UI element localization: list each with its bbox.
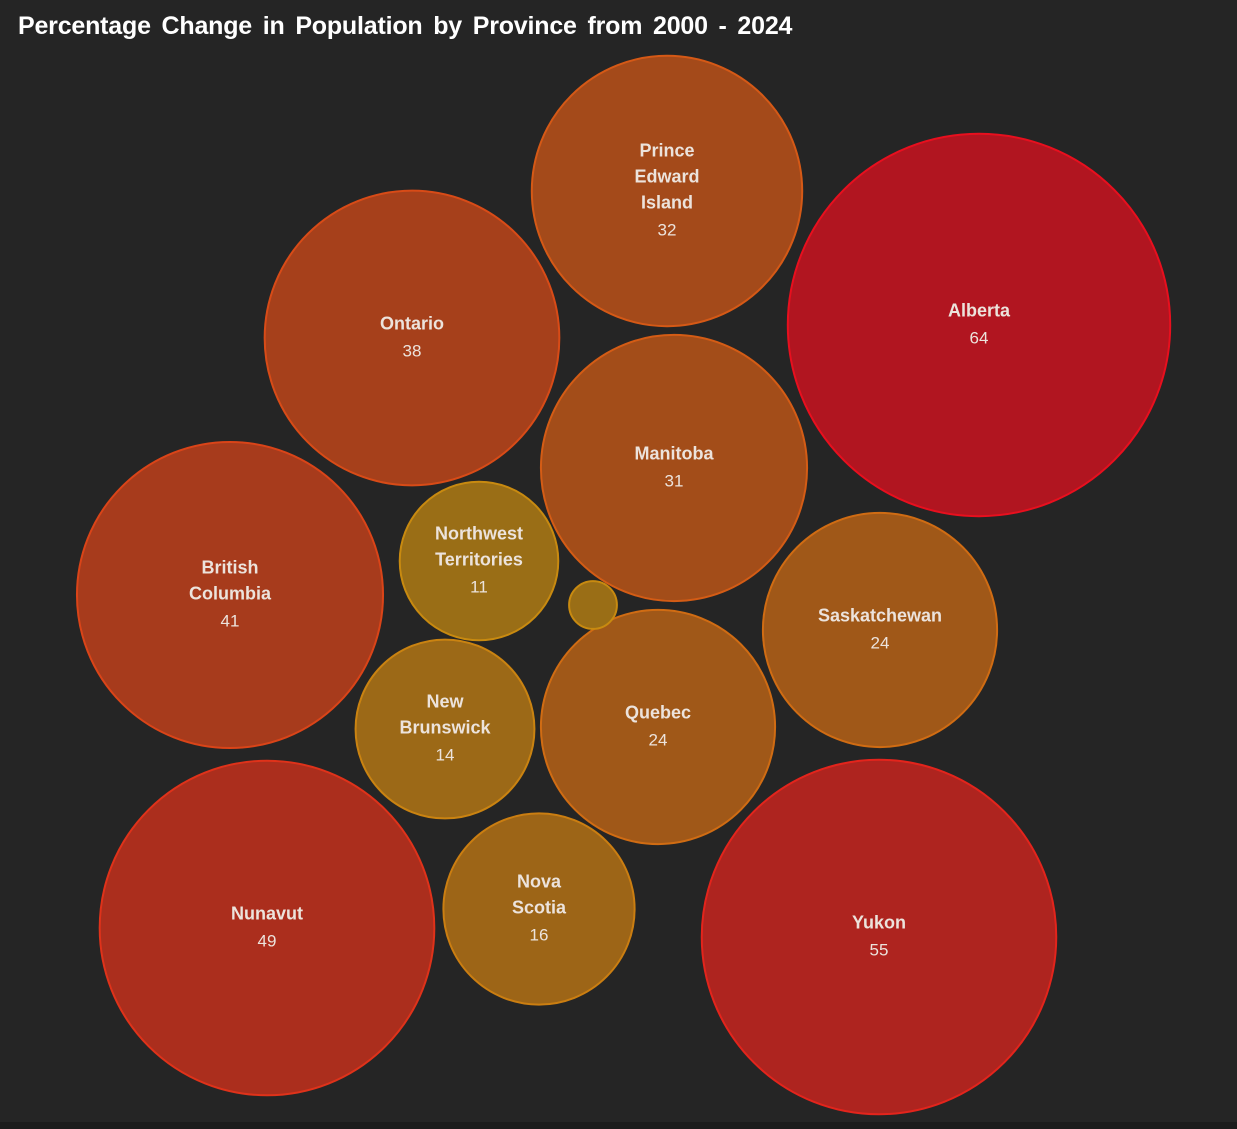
bubble-circle-northwest-territories[interactable]: [398, 480, 560, 642]
bubble-label-new-brunswick: New Brunswick: [399, 692, 491, 738]
bubble-value-nunavut: 49: [258, 932, 277, 951]
bubble-circle-nunavut[interactable]: [98, 759, 436, 1097]
bubble-label-ontario: Ontario: [380, 314, 444, 334]
bottom-scrollbar-strip: [0, 1122, 1237, 1129]
bubble-value-saskatchewan: 24: [871, 634, 890, 653]
bubble-nunavut[interactable]: Nunavut 49: [98, 759, 436, 1097]
bubble-label-nova-scotia: Nova Scotia: [512, 872, 567, 918]
bubble-yukon[interactable]: Yukon 55: [700, 758, 1058, 1116]
bubble-quebec[interactable]: Quebec 24: [539, 608, 777, 846]
bubble-value-british-columbia: 41: [221, 612, 240, 631]
bubble-unlabeled[interactable]: [568, 580, 618, 630]
bubble-circle-unlabeled[interactable]: [568, 580, 618, 630]
bubble-circle-quebec[interactable]: [539, 608, 777, 846]
bubble-label-northwest-territories: Northwest Territories: [435, 524, 523, 570]
bubble-value-ontario: 38: [403, 342, 422, 361]
bubble-circle-manitoba[interactable]: [539, 333, 809, 603]
bubble-prince-edward-island[interactable]: Prince Edward Island 32: [530, 54, 804, 328]
bubble-circle-british-columbia[interactable]: [75, 440, 385, 750]
bubble-value-new-brunswick: 14: [436, 746, 455, 765]
bubble-value-prince-edward-island: 32: [658, 221, 677, 240]
bubble-label-prince-edward-island: Prince Edward Island: [634, 141, 699, 213]
bubble-value-alberta: 64: [970, 329, 989, 348]
bubble-saskatchewan[interactable]: Saskatchewan 24: [761, 511, 999, 749]
chart-title: Percentage Change in Population by Provi…: [18, 12, 793, 40]
bubble-circle-alberta[interactable]: [786, 132, 1172, 518]
bubble-circle-new-brunswick[interactable]: [354, 638, 536, 820]
bubble-value-quebec: 24: [649, 731, 668, 750]
bubble-ontario[interactable]: Ontario 38: [263, 189, 561, 487]
bubble-value-yukon: 55: [870, 941, 889, 960]
bubble-label-british-columbia: British Columbia: [189, 558, 272, 604]
bubble-label-manitoba: Manitoba: [635, 444, 715, 464]
bubble-manitoba[interactable]: Manitoba 31: [539, 333, 809, 603]
bubble-circle-nova-scotia[interactable]: [442, 812, 636, 1006]
bubble-label-nunavut: Nunavut: [231, 904, 303, 924]
bubble-new-brunswick[interactable]: New Brunswick 14: [354, 638, 536, 820]
bubble-northwest-territories[interactable]: Northwest Territories 11: [398, 480, 560, 642]
bubble-value-manitoba: 31: [665, 472, 684, 491]
bubble-label-saskatchewan: Saskatchewan: [818, 606, 942, 626]
bubble-circle-prince-edward-island[interactable]: [530, 54, 804, 328]
bubble-circle-ontario[interactable]: [263, 189, 561, 487]
bubble-value-nova-scotia: 16: [530, 926, 549, 945]
bubble-british-columbia[interactable]: British Columbia 41: [75, 440, 385, 750]
bubble-nova-scotia[interactable]: Nova Scotia 16: [442, 812, 636, 1006]
bubble-alberta[interactable]: Alberta 64: [786, 132, 1172, 518]
bubble-label-yukon: Yukon: [852, 913, 906, 933]
bubble-circle-yukon[interactable]: [700, 758, 1058, 1116]
bubble-value-northwest-territories: 11: [470, 578, 488, 597]
bubble-label-alberta: Alberta: [948, 301, 1011, 321]
bubble-label-quebec: Quebec: [625, 703, 691, 723]
bubble-circle-saskatchewan[interactable]: [761, 511, 999, 749]
